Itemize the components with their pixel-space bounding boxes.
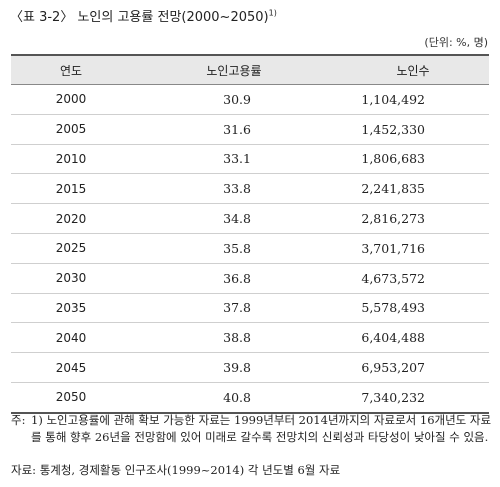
- table-row: 2020 34.8 2,816,273: [11, 203, 489, 234]
- cell-count: 6,953,207: [337, 352, 489, 383]
- footnote-text: 1) 노인고용률에 관해 확보 가능한 자료는 1999년부터 2014년까지의…: [31, 413, 492, 444]
- cell-rate: 40.8: [131, 382, 337, 414]
- table-row: 2010 33.1 1,806,683: [11, 144, 489, 175]
- cell-year: 2000: [11, 84, 131, 115]
- table-row: 2015 33.8 2,241,835: [11, 173, 489, 205]
- cell-count: 5,578,493: [337, 293, 489, 324]
- cell-rate: 35.8: [131, 233, 337, 264]
- cell-rate: 33.8: [131, 173, 337, 205]
- cell-year: 2010: [11, 144, 131, 175]
- cell-count: 3,701,716: [337, 233, 489, 264]
- cell-year: 2020: [11, 203, 131, 234]
- table-row: 2040 38.8 6,404,488: [11, 322, 489, 354]
- header-row: 연도 노인고용률 노인수: [11, 54, 489, 85]
- table-row: 2025 35.8 3,701,716: [11, 233, 489, 264]
- cell-year: 2045: [11, 352, 131, 383]
- table-row: 2030 36.8 4,673,572: [11, 263, 489, 294]
- cell-count: 2,816,273: [337, 203, 489, 234]
- header-count: 노인수: [337, 54, 489, 85]
- table-header: 연도 노인고용률 노인수: [11, 54, 489, 85]
- cell-rate: 36.8: [131, 263, 337, 294]
- header-year: 연도: [11, 54, 131, 85]
- cell-count: 2,241,835: [337, 173, 489, 205]
- table-row: 2000 30.9 1,104,492: [11, 84, 489, 115]
- cell-rate: 39.8: [131, 352, 337, 383]
- cell-year: 2005: [11, 114, 131, 145]
- cell-rate: 31.6: [131, 114, 337, 145]
- cell-year: 2040: [11, 322, 131, 354]
- cell-rate: 38.8: [131, 322, 337, 354]
- cell-count: 4,673,572: [337, 263, 489, 294]
- cell-year: 2050: [11, 382, 131, 414]
- cell-rate: 33.1: [131, 144, 337, 175]
- unit-label: (단위: %, 명): [424, 36, 488, 49]
- cell-count: 1,104,492: [337, 84, 489, 115]
- table-row: 2045 39.8 6,953,207: [11, 352, 489, 383]
- cell-rate: 30.9: [131, 84, 337, 115]
- cell-count: 7,340,232: [337, 382, 489, 414]
- header-rate: 노인고용률: [131, 54, 337, 85]
- employment-table: 연도 노인고용률 노인수 2000 30.9 1,104,492 2005 31.6 1…: [11, 54, 489, 414]
- cell-count: 6,404,488: [337, 322, 489, 354]
- cell-year: 2030: [11, 263, 131, 294]
- cell-year: 2025: [11, 233, 131, 264]
- cell-rate: 34.8: [131, 203, 337, 234]
- footnote-mark: 주:: [11, 413, 26, 427]
- cell-rate: 37.8: [131, 293, 337, 324]
- table-row: 2035 37.8 5,578,493: [11, 293, 489, 324]
- footnote-marker: 1): [268, 8, 277, 18]
- cell-count: 1,806,683: [337, 144, 489, 175]
- table-title: 〈표 3-2〉 노인의 고용률 전망(2000~2050)1): [10, 6, 277, 25]
- table-body: 2000 30.9 1,104,492 2005 31.6 1,452,330 2010…: [11, 84, 489, 414]
- cell-count: 1,452,330: [337, 114, 489, 145]
- table-row: 2005 31.6 1,452,330: [11, 114, 489, 145]
- cell-year: 2015: [11, 173, 131, 205]
- cell-year: 2035: [11, 293, 131, 324]
- table-row: 2050 40.8 7,340,232: [11, 382, 489, 414]
- table-title-text: 〈표 3-2〉 노인의 고용률 전망(2000~2050): [10, 10, 269, 25]
- source-note: 자료: 통계청, 경제활동 인구조사(1999~2014) 각 년도별 6월 자…: [11, 463, 341, 477]
- footnote: 주: 1) 노인고용률에 관해 확보 가능한 자료는 1999년부터 2014년까…: [11, 412, 495, 446]
